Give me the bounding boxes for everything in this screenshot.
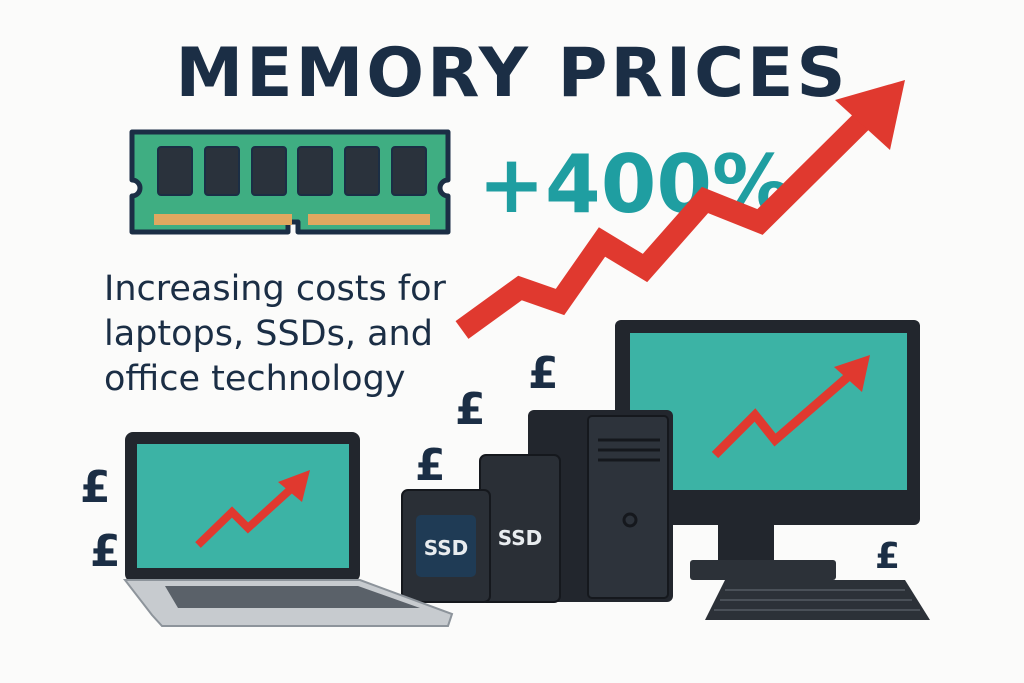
ssd-label: SSD [498, 526, 543, 550]
pound-sign-icon: £ [455, 384, 486, 435]
pound-sign-icon: £ [415, 440, 446, 491]
rising-arrow-icon [455, 80, 905, 339]
laptop-icon [122, 432, 454, 627]
subtitle-line-1: Increasing costs for [104, 269, 447, 309]
ssd-label: SSD [424, 536, 469, 560]
pound-sign-icon: £ [875, 536, 900, 577]
pound-sign-icon: £ [80, 462, 111, 513]
ram-module-icon [129, 129, 451, 235]
ssd-icon: SSD [401, 489, 491, 603]
page-title: MEMORY PRICES [176, 34, 849, 113]
subtitle-line-2: laptops, SSDs, and [104, 314, 433, 354]
pound-sign-icon: £ [90, 526, 121, 577]
subtitle-line-3: office technology [104, 359, 406, 399]
pound-sign-icon: £ [528, 348, 559, 399]
ssd-icon: SSD [479, 454, 561, 603]
monitor-icon [615, 320, 920, 580]
desktop-tower-icon [528, 410, 673, 602]
